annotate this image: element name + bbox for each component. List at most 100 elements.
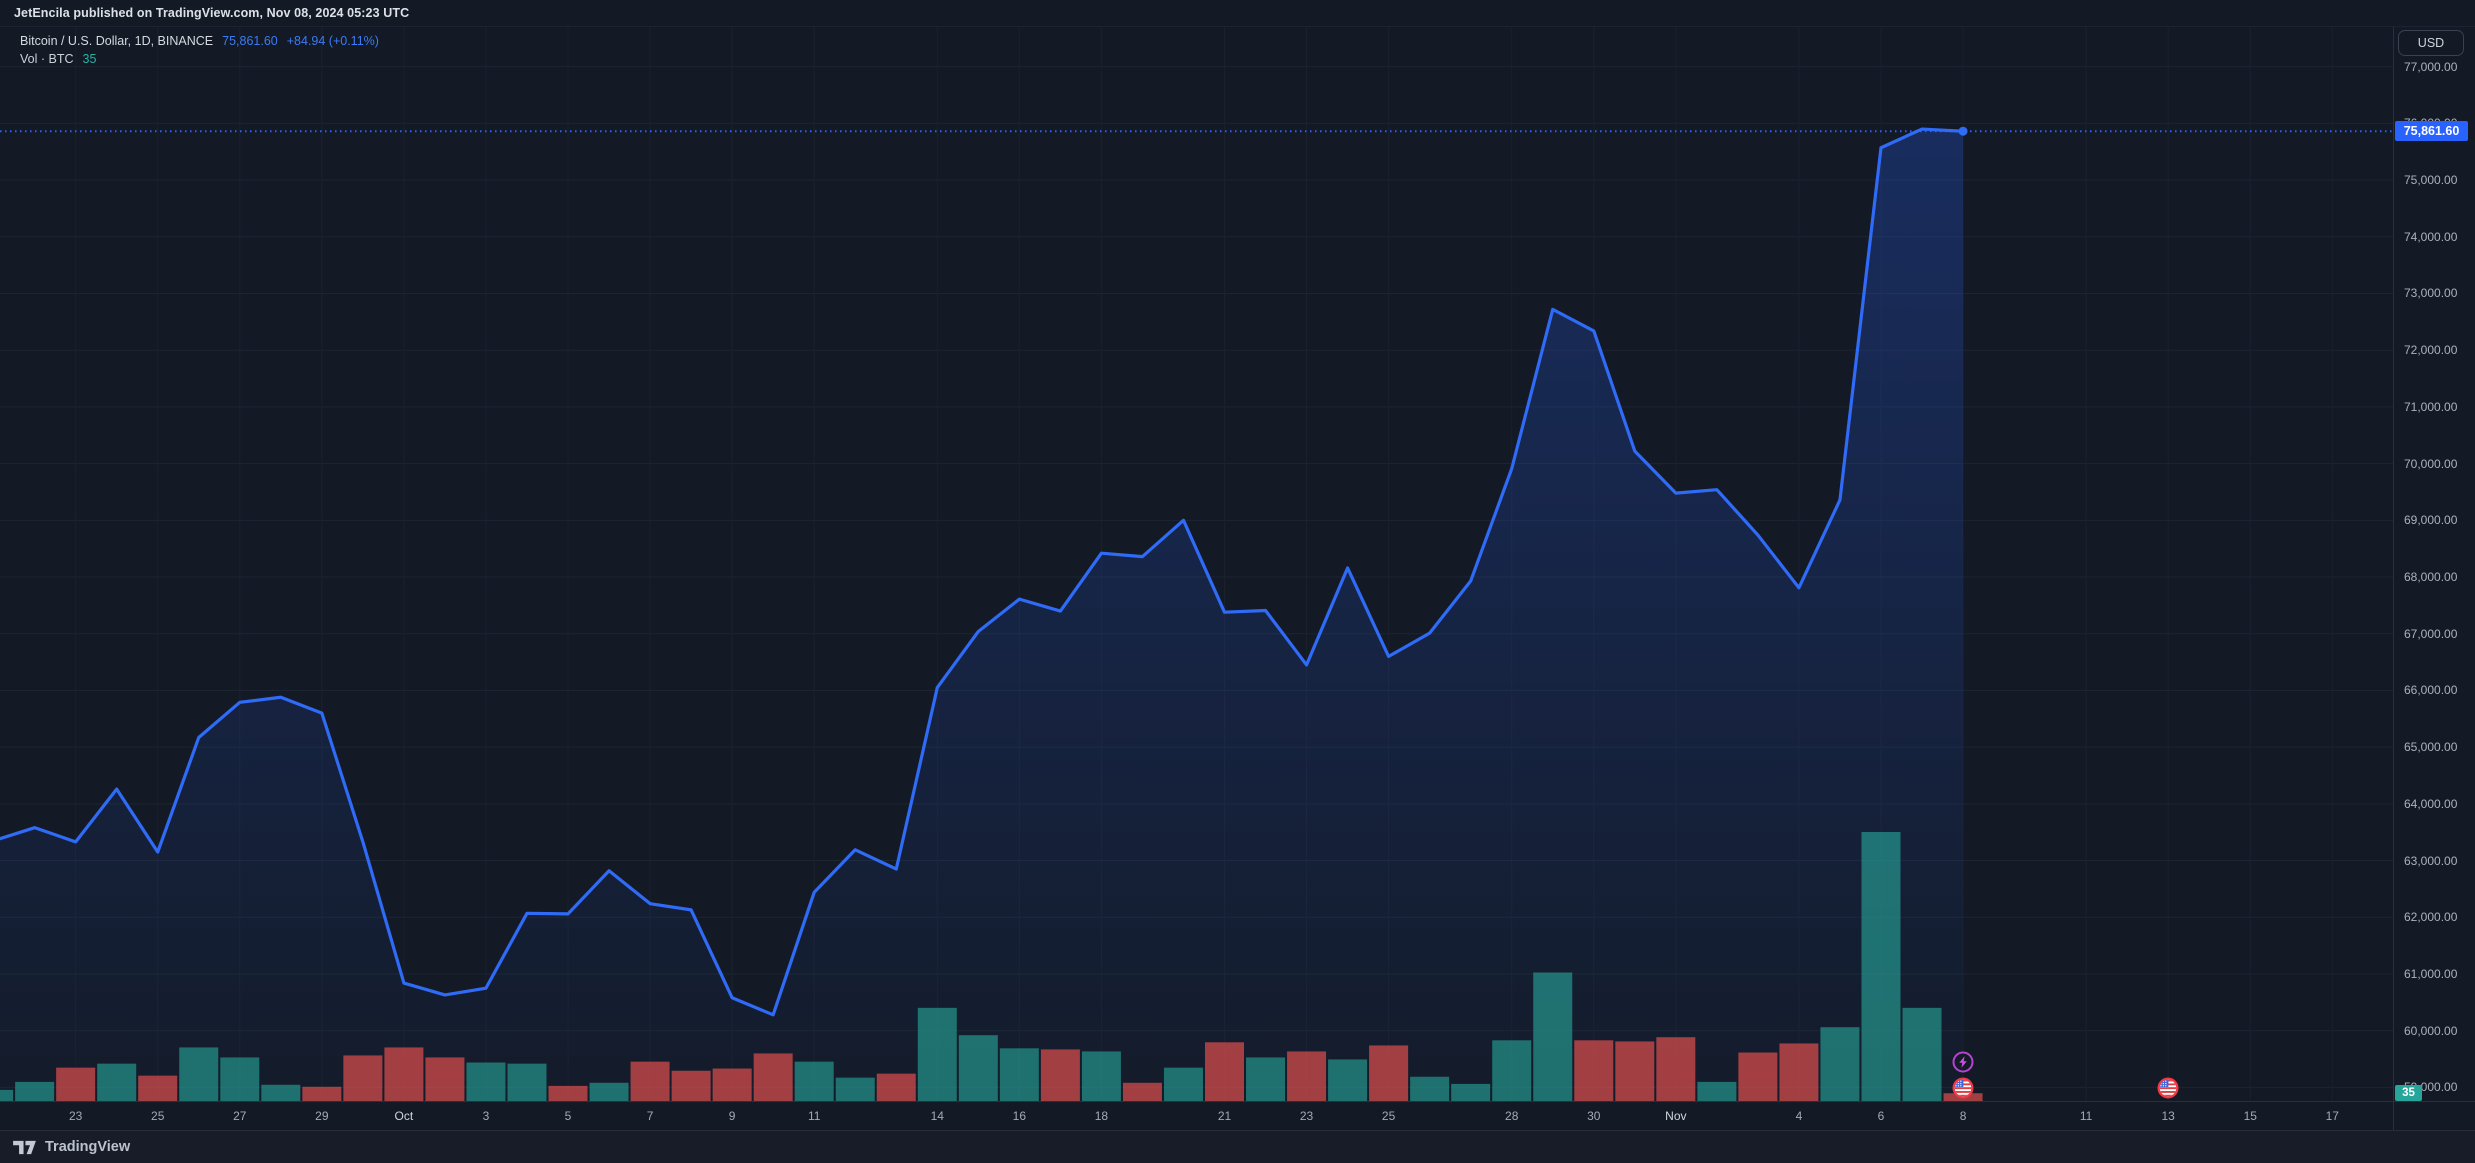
volume-bar bbox=[1615, 1041, 1655, 1101]
volume-bar bbox=[343, 1055, 383, 1101]
price-axis-label: 62,000.00 bbox=[2404, 910, 2458, 925]
time-axis-label: 29 bbox=[315, 1109, 329, 1123]
time-axis-label: 7 bbox=[646, 1109, 654, 1123]
price-axis-label: 69,000.00 bbox=[2404, 513, 2458, 528]
volume-bar bbox=[1533, 972, 1573, 1101]
volume-bar bbox=[0, 1089, 14, 1101]
time-axis-label: 5 bbox=[564, 1109, 572, 1123]
time-axis-label: 8 bbox=[1959, 1109, 1967, 1123]
chart-legend: Bitcoin / U.S. Dollar, 1D, BINANCE 75,86… bbox=[20, 32, 379, 68]
volatility-event-icon[interactable] bbox=[1952, 1051, 1974, 1073]
price-axis-label: 74,000.00 bbox=[2404, 229, 2458, 244]
time-axis-label: 16 bbox=[1012, 1109, 1027, 1123]
time-axis-label: 13 bbox=[2161, 1109, 2175, 1123]
volume-bar bbox=[917, 1007, 957, 1101]
volume-bar bbox=[15, 1081, 55, 1101]
price-axis-label: 75,000.00 bbox=[2404, 173, 2458, 188]
footer-bar: TradingView bbox=[0, 1130, 2475, 1163]
volume-value: 35 bbox=[82, 52, 97, 66]
volume-bar bbox=[1656, 1037, 1696, 1101]
volume-bar bbox=[1410, 1076, 1450, 1101]
price-axis-label: 68,000.00 bbox=[2404, 570, 2458, 585]
brand-name[interactable]: TradingView bbox=[45, 1139, 131, 1155]
volume-bar bbox=[1861, 832, 1901, 1101]
volume-bar bbox=[1246, 1057, 1286, 1101]
volume-bar bbox=[507, 1063, 547, 1101]
symbol-title[interactable]: Bitcoin / U.S. Dollar, 1D, BINANCE bbox=[20, 34, 214, 48]
price-axis-label: 71,000.00 bbox=[2404, 399, 2458, 414]
volume-bar bbox=[138, 1075, 178, 1101]
volume-bar bbox=[794, 1061, 834, 1101]
time-axis-label: 14 bbox=[930, 1109, 944, 1123]
us-economic-event-icon[interactable] bbox=[1952, 1077, 1974, 1099]
volume-bar bbox=[1902, 1007, 1942, 1101]
volume-bar bbox=[1328, 1059, 1368, 1101]
attribution-text: JetEncila published on TradingView.com, … bbox=[14, 6, 410, 20]
legend-symbol-row: Bitcoin / U.S. Dollar, 1D, BINANCE 75,86… bbox=[20, 32, 379, 50]
volume-bar bbox=[425, 1057, 465, 1101]
volume-bar bbox=[1369, 1045, 1409, 1101]
volume-bar bbox=[548, 1085, 588, 1101]
volume-bar bbox=[56, 1067, 96, 1101]
us-economic-event-icon[interactable] bbox=[2157, 1077, 2179, 1099]
time-axis[interactable]: 23 25 27 29 Oct 3 5 7 9 11 14 16 18 21 23 25 28 30 Nov 4 6 8 1… bbox=[0, 1101, 2475, 1130]
time-axis-label: 28 bbox=[1505, 1109, 1519, 1123]
tradingview-logo-icon[interactable] bbox=[12, 1138, 37, 1157]
price-axis-label: 72,000.00 bbox=[2404, 343, 2458, 358]
current-volume-badge: 35 bbox=[2395, 1085, 2422, 1102]
time-axis-label: 27 bbox=[233, 1109, 247, 1123]
volume-bar bbox=[384, 1047, 424, 1101]
price-chart-canvas bbox=[0, 27, 2393, 1101]
volume-bar bbox=[97, 1063, 137, 1101]
volume-bar bbox=[1451, 1083, 1491, 1101]
price-line bbox=[0, 127, 1965, 1017]
time-axis-label: 11 bbox=[2079, 1109, 2093, 1123]
volume-bar bbox=[220, 1057, 260, 1101]
currency-toggle-button[interactable]: USD bbox=[2398, 30, 2464, 56]
time-axis-label: 6 bbox=[1877, 1109, 1885, 1123]
time-axis-label: 23 bbox=[68, 1109, 83, 1123]
time-axis-label: 15 bbox=[2243, 1109, 2257, 1123]
volume-bar bbox=[1040, 1049, 1080, 1101]
price-axis-label: 65,000.00 bbox=[2404, 740, 2458, 755]
volume-bar bbox=[1287, 1051, 1327, 1101]
price-scale[interactable]: USD 77,000.0076,000.0075,000.0074,000.00… bbox=[2393, 27, 2475, 1130]
volume-bars bbox=[0, 832, 1983, 1101]
volume-label: Vol · BTC bbox=[20, 52, 74, 66]
volume-bar bbox=[1820, 1027, 1860, 1101]
volume-bar bbox=[999, 1048, 1039, 1101]
time-axis-label: 30 bbox=[1587, 1109, 1601, 1123]
time-axis-label: Oct bbox=[394, 1109, 414, 1123]
time-axis-label: Nov bbox=[1665, 1109, 1687, 1123]
volume-bar bbox=[179, 1047, 219, 1101]
volume-bar bbox=[671, 1070, 711, 1101]
legend-volume-row: Vol · BTC 35 bbox=[20, 50, 379, 68]
current-price-badge: 75,861.60 bbox=[2395, 121, 2468, 142]
price-axis-label: 67,000.00 bbox=[2404, 626, 2458, 641]
volume-bar bbox=[1779, 1043, 1819, 1101]
time-axis-label: 25 bbox=[1381, 1109, 1396, 1123]
volume-bar bbox=[630, 1061, 670, 1101]
header-bar: JetEncila published on TradingView.com, … bbox=[0, 0, 2475, 27]
volume-bar bbox=[1163, 1067, 1203, 1101]
price-change-value: +84.94 (+0.11%) bbox=[286, 34, 379, 48]
volume-bar bbox=[876, 1073, 916, 1101]
volume-bar bbox=[1738, 1052, 1778, 1101]
time-axis-label: 18 bbox=[1094, 1109, 1109, 1123]
price-axis-label: 77,000.00 bbox=[2404, 59, 2458, 74]
price-axis-label: 60,000.00 bbox=[2404, 1023, 2458, 1038]
price-axis-label: 63,000.00 bbox=[2404, 853, 2458, 868]
volume-bar bbox=[261, 1084, 301, 1101]
volume-bar bbox=[1697, 1081, 1737, 1101]
time-axis-label: 17 bbox=[2325, 1109, 2339, 1123]
volume-bar bbox=[466, 1062, 506, 1101]
time-axis-label: 25 bbox=[151, 1109, 165, 1123]
volume-bar bbox=[1081, 1051, 1121, 1101]
time-axis-label: 9 bbox=[728, 1109, 736, 1123]
last-price-value: 75,861.60 bbox=[222, 34, 278, 48]
chart-pane[interactable]: Bitcoin / U.S. Dollar, 1D, BINANCE 75,86… bbox=[0, 27, 2393, 1101]
volume-bar bbox=[589, 1082, 629, 1101]
volume-bar bbox=[958, 1035, 998, 1101]
price-area-fill bbox=[0, 129, 1964, 1101]
volume-bar bbox=[1205, 1042, 1244, 1101]
